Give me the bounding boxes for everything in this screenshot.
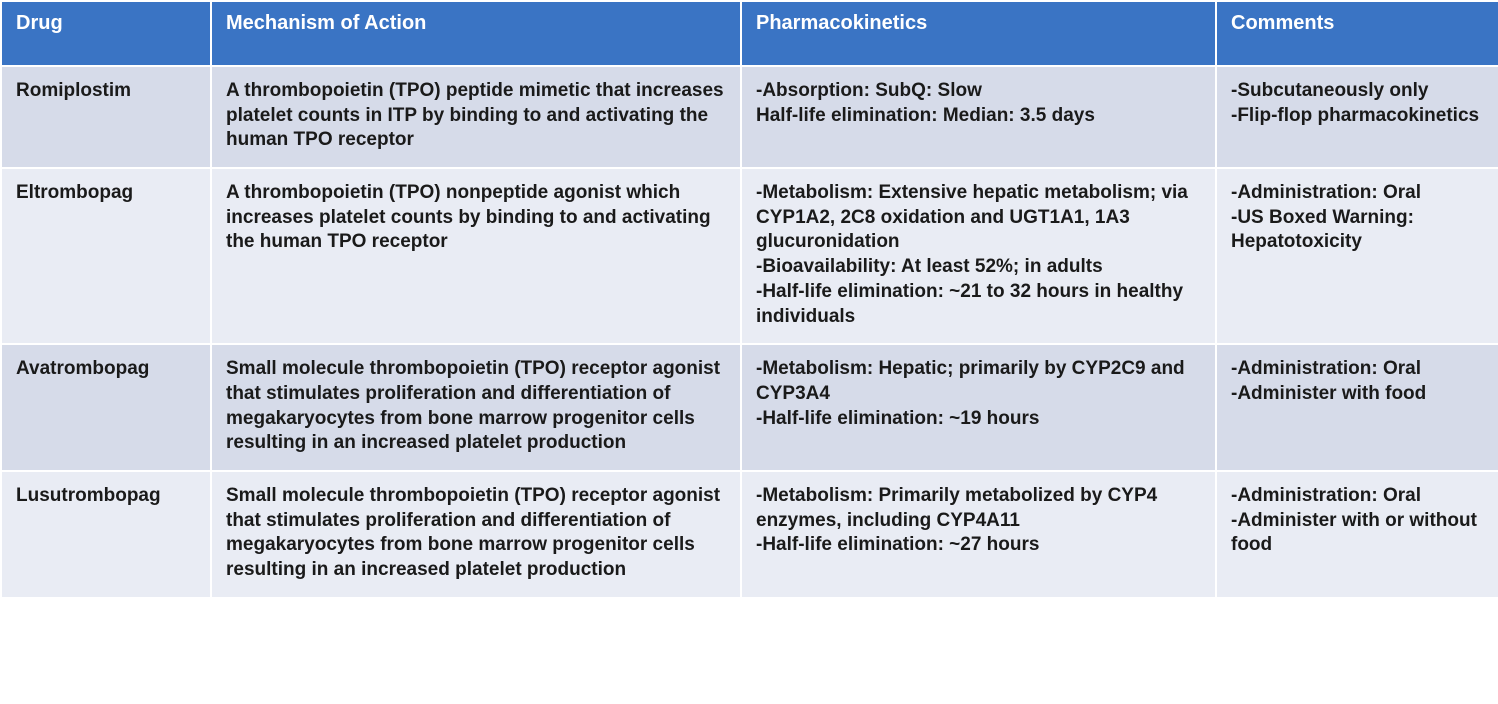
cell-pk: -Absorption: SubQ: SlowHalf-life elimina… bbox=[741, 66, 1216, 168]
cell-drug: Avatrombopag bbox=[1, 344, 211, 471]
cell-moa: Small molecule thrombopoietin (TPO) rece… bbox=[211, 344, 741, 471]
cell-moa: Small molecule thrombopoietin (TPO) rece… bbox=[211, 471, 741, 598]
col-header-comments: Comments bbox=[1216, 1, 1498, 66]
cell-moa: A thrombopoietin (TPO) nonpeptide agonis… bbox=[211, 168, 741, 344]
cell-comments: -Administration: Oral-US Boxed Warning: … bbox=[1216, 168, 1498, 344]
cell-moa: A thrombopoietin (TPO) peptide mimetic t… bbox=[211, 66, 741, 168]
table-body: Romiplostim A thrombopoietin (TPO) pepti… bbox=[1, 66, 1498, 598]
drug-table: Drug Mechanism of Action Pharmacokinetic… bbox=[0, 0, 1498, 599]
table-row: Lusutrombopag Small molecule thrombopoie… bbox=[1, 471, 1498, 598]
cell-comments: -Subcutaneously only-Flip-flop pharmacok… bbox=[1216, 66, 1498, 168]
cell-drug: Eltrombopag bbox=[1, 168, 211, 344]
cell-pk: -Metabolism: Hepatic; primarily by CYP2C… bbox=[741, 344, 1216, 471]
cell-pk: -Metabolism: Primarily metabolized by CY… bbox=[741, 471, 1216, 598]
cell-comments: -Administration: Oral-Administer with or… bbox=[1216, 471, 1498, 598]
cell-drug: Romiplostim bbox=[1, 66, 211, 168]
table-header: Drug Mechanism of Action Pharmacokinetic… bbox=[1, 1, 1498, 66]
cell-pk: -Metabolism: Extensive hepatic metabolis… bbox=[741, 168, 1216, 344]
col-header-pk: Pharmacokinetics bbox=[741, 1, 1216, 66]
table-row: Eltrombopag A thrombopoietin (TPO) nonpe… bbox=[1, 168, 1498, 344]
cell-comments: -Administration: Oral-Administer with fo… bbox=[1216, 344, 1498, 471]
col-header-moa: Mechanism of Action bbox=[211, 1, 741, 66]
col-header-drug: Drug bbox=[1, 1, 211, 66]
cell-drug: Lusutrombopag bbox=[1, 471, 211, 598]
table-row: Romiplostim A thrombopoietin (TPO) pepti… bbox=[1, 66, 1498, 168]
table-row: Avatrombopag Small molecule thrombopoiet… bbox=[1, 344, 1498, 471]
